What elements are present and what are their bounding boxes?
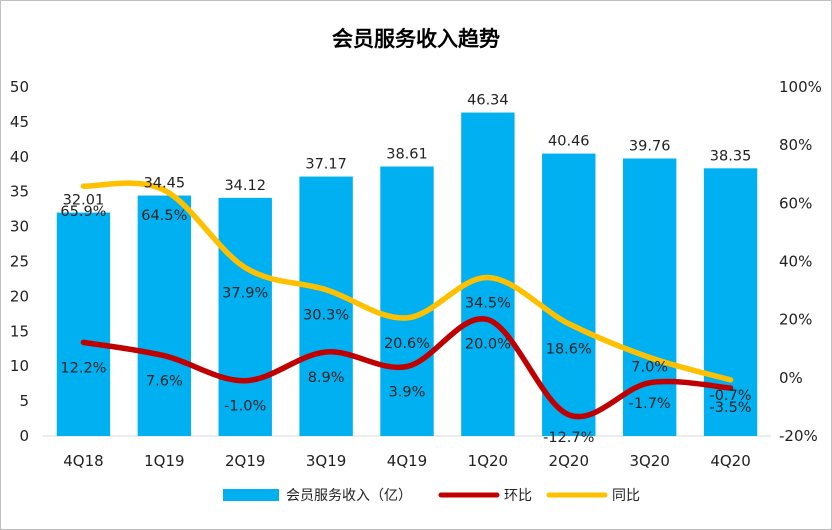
bar-value-label: 40.46 (548, 134, 590, 150)
qoq-data-label: -12.7% (543, 430, 594, 446)
x-tick-label: 4Q19 (387, 452, 427, 470)
legend-label-qoq: 环比 (504, 488, 532, 504)
y-right-tick-label: 40% (779, 253, 812, 271)
qoq-data-label: -1.0% (224, 399, 266, 415)
y-right-tick-label: 0% (779, 369, 803, 387)
line-series (80, 316, 734, 420)
y-right-tick-label: 100% (779, 78, 822, 96)
yoy-data-label: 65.9% (60, 204, 106, 220)
x-tick-label: 3Q19 (306, 452, 346, 470)
y-right-tick-label: 60% (779, 194, 812, 212)
y-right-tick-label: -20% (779, 427, 818, 445)
bar (137, 195, 192, 436)
qoq-data-label: 7.6% (146, 374, 183, 390)
bar (380, 166, 434, 436)
qoq-data-label: -3.5% (710, 400, 752, 416)
bar-value-label: 34.12 (224, 178, 266, 194)
y-left-tick-label: 10 (10, 357, 29, 375)
qoq-data-label: 8.9% (308, 370, 345, 386)
bar-value-label: 34.45 (144, 176, 186, 192)
bar (461, 112, 515, 436)
bar-value-label: 37.17 (305, 157, 347, 173)
legend-swatch-bar (223, 489, 279, 501)
bar (299, 176, 353, 436)
qoq-data-label: 12.2% (60, 360, 106, 376)
yoy-data-label: 37.9% (222, 286, 268, 302)
bar-value-label: 32.01 (63, 193, 105, 209)
y-left-tick-label: 25 (10, 253, 29, 271)
qoq-data-label: 20.0% (465, 337, 511, 353)
y-left-tick-label: 0 (19, 427, 29, 445)
x-tick-label: 2Q19 (225, 452, 265, 470)
y-left-tick-label: 50 (10, 78, 29, 96)
yoy-data-label: 7.0% (631, 359, 668, 375)
legend-label-bar: 会员服务收入（亿） (286, 488, 412, 504)
legend-label-yoy: 同比 (612, 488, 640, 504)
chart-title: 会员服务收入趋势 (332, 27, 500, 51)
yoy-data-label: 30.3% (303, 308, 349, 324)
x-tick-label: 4Q20 (710, 452, 750, 470)
y-right-tick-label: 80% (779, 136, 812, 154)
yoy-data-label: 18.6% (546, 342, 592, 358)
qoq-data-label: -1.7% (629, 396, 671, 412)
bar (56, 212, 111, 436)
yoy-data-label: 64.5% (141, 208, 187, 224)
y-left-tick-label: 20 (10, 287, 29, 305)
yoy-data-label: -0.7% (710, 388, 752, 404)
bar-value-label: 46.34 (467, 93, 509, 109)
bar (622, 158, 677, 436)
y-left-tick-label: 35 (10, 183, 29, 201)
bar-value-label: 38.35 (710, 148, 752, 164)
yoy-data-label: 34.5% (465, 295, 511, 311)
x-tick-label: 1Q19 (144, 452, 184, 470)
x-tick-label: 1Q20 (468, 452, 508, 470)
bar (218, 197, 272, 436)
bar (703, 168, 758, 436)
y-left-tick-label: 30 (10, 218, 29, 236)
y-right-tick-label: 20% (779, 311, 812, 329)
y-left-tick-label: 5 (19, 392, 29, 410)
bar (542, 153, 596, 436)
x-tick-label: 4Q18 (63, 452, 103, 470)
line-series (80, 180, 734, 383)
y-left-tick-label: 40 (10, 148, 29, 166)
x-tick-label: 3Q20 (629, 452, 669, 470)
bar-value-label: 38.61 (386, 147, 428, 163)
qoq-data-label: 3.9% (389, 384, 426, 400)
y-left-tick-label: 45 (10, 113, 29, 131)
yoy-data-label: 20.6% (384, 336, 430, 352)
y-left-tick-label: 15 (10, 322, 29, 340)
x-tick-label: 2Q20 (549, 452, 589, 470)
bar-value-label: 39.76 (629, 138, 671, 154)
